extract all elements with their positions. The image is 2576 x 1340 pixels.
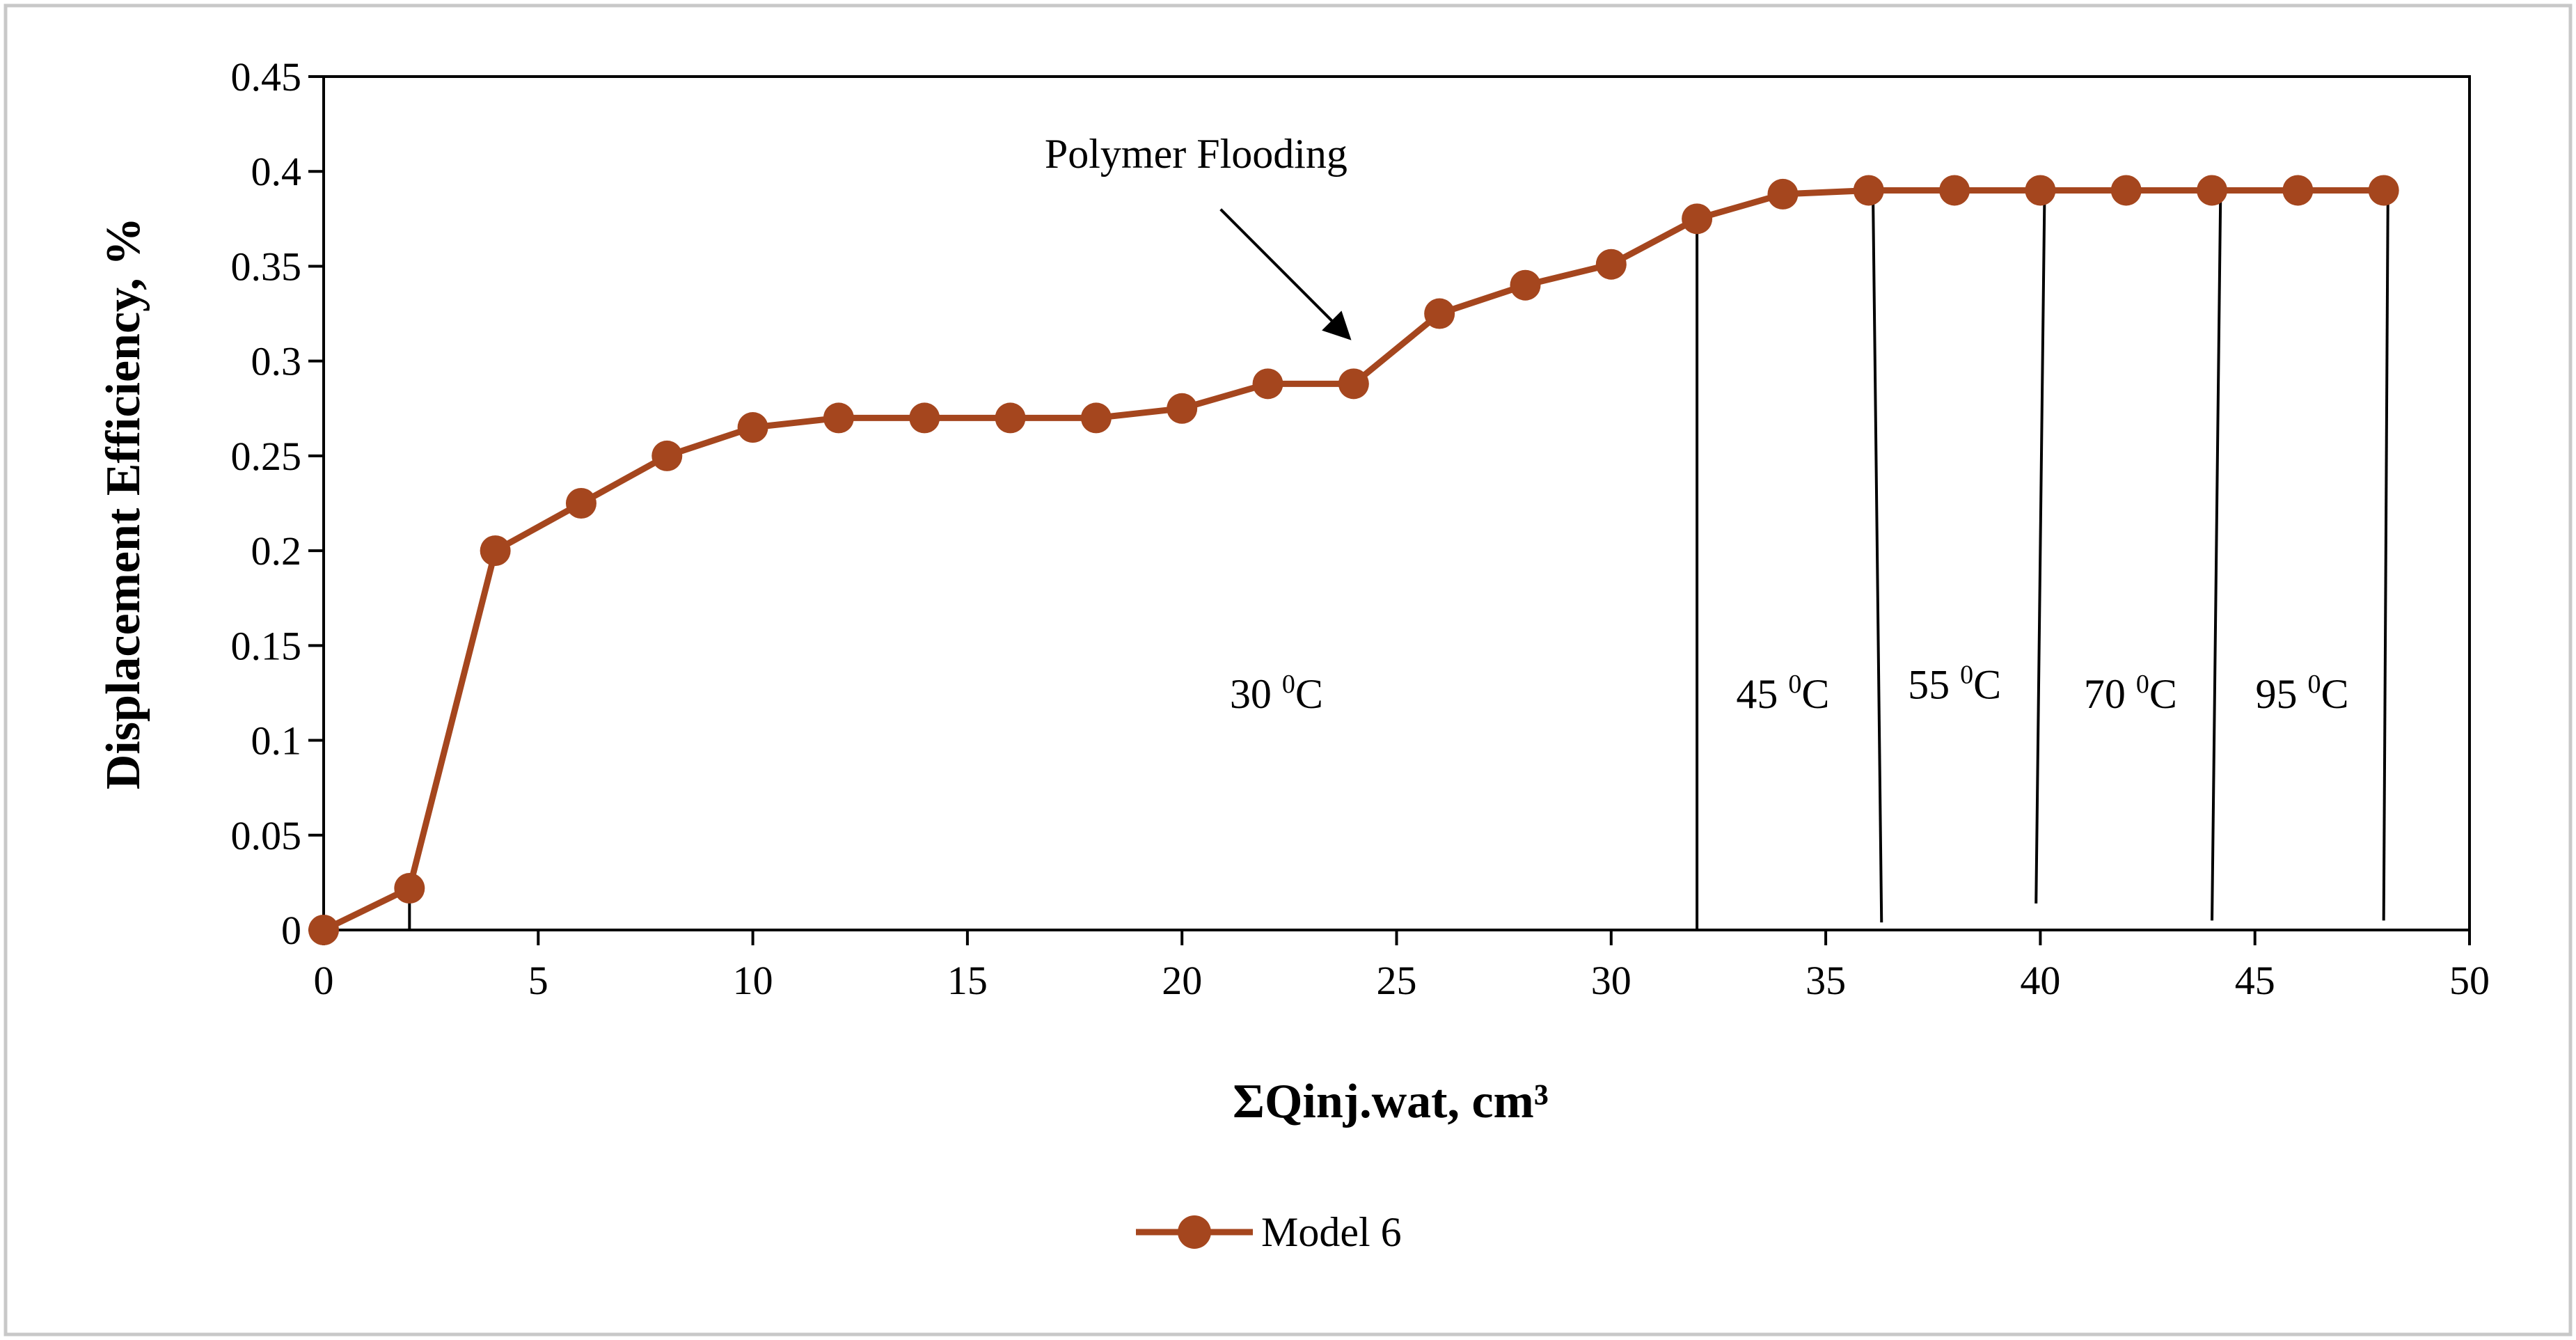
region-label-superscript: 0 bbox=[1960, 661, 1973, 690]
y-tick-label: 0.05 bbox=[231, 813, 302, 858]
x-tick-label: 15 bbox=[947, 958, 988, 1003]
x-axis-ticks: 0 5 10 15 20 25 30 35 40 45 50 bbox=[314, 930, 2490, 1003]
data-point bbox=[651, 440, 683, 471]
x-axis-title: ΣQinj.wat, cm³ bbox=[1233, 1075, 1549, 1128]
region-label-unit: C bbox=[1973, 662, 2001, 708]
legend: Model 6 bbox=[1136, 1209, 1402, 1255]
data-point bbox=[1338, 368, 1369, 400]
region-label: 55 0C bbox=[1908, 661, 2001, 708]
y-tick-label: 0.3 bbox=[251, 339, 302, 384]
region-label-value: 30 bbox=[1230, 671, 1282, 717]
data-point bbox=[1252, 368, 1283, 400]
data-point bbox=[2025, 175, 2056, 206]
data-point bbox=[1167, 393, 1198, 424]
data-point bbox=[394, 873, 425, 904]
data-point bbox=[2368, 175, 2399, 206]
y-tick-label: 0.35 bbox=[231, 244, 302, 289]
region-label-superscript: 0 bbox=[1282, 670, 1295, 699]
annotation-label: Polymer Flooding bbox=[1045, 131, 1348, 177]
series-layer bbox=[308, 175, 2399, 945]
region-label-unit: C bbox=[1295, 671, 1323, 717]
x-tick-label: 10 bbox=[733, 958, 773, 1003]
annotation-arrow bbox=[1219, 208, 1352, 340]
data-point bbox=[480, 535, 511, 567]
data-point bbox=[2197, 175, 2228, 206]
x-tick-label: 20 bbox=[1162, 958, 1202, 1003]
data-point bbox=[2282, 175, 2314, 206]
y-tick-label: 0.2 bbox=[251, 528, 302, 574]
region-label-superscript: 0 bbox=[1788, 670, 1801, 699]
data-point bbox=[1080, 402, 1112, 434]
region-label-value: 95 bbox=[2256, 671, 2308, 717]
y-tick-label: 0.1 bbox=[251, 718, 302, 764]
divider-line bbox=[2382, 190, 2389, 921]
region-label-unit: C bbox=[2321, 671, 2349, 717]
data-point bbox=[2110, 175, 2142, 206]
region-label-value: 70 bbox=[2084, 671, 2136, 717]
y-tick-label: 0.15 bbox=[231, 623, 302, 668]
y-axis-title: Displacement Efficiency, % bbox=[97, 217, 150, 789]
divider-line bbox=[2034, 190, 2046, 904]
divider-line bbox=[1871, 190, 1883, 923]
data-point bbox=[565, 488, 596, 519]
region-label-superscript: 0 bbox=[2136, 670, 2149, 699]
data-point bbox=[1853, 175, 1884, 206]
region-label: 70 0C bbox=[2084, 670, 2177, 717]
region-label-unit: C bbox=[1801, 671, 1829, 717]
divider-line bbox=[2211, 190, 2222, 921]
region-label-unit: C bbox=[2149, 671, 2177, 717]
data-point bbox=[823, 402, 854, 434]
y-axis-ticks: 0 0.05 0.1 0.15 0.2 0.25 0.3 0.35 0.4 0.45 bbox=[231, 54, 324, 953]
data-point bbox=[737, 412, 768, 443]
data-point bbox=[1595, 249, 1627, 280]
region-label: 95 0C bbox=[2256, 670, 2349, 717]
x-tick-label: 5 bbox=[528, 958, 548, 1003]
x-tick-label: 35 bbox=[1805, 958, 1846, 1003]
x-tick-label: 30 bbox=[1591, 958, 1631, 1003]
region-label-value: 55 bbox=[1908, 662, 1960, 708]
region-label-value: 45 bbox=[1736, 671, 1788, 717]
temperature-dividers bbox=[408, 190, 2389, 930]
x-tick-label: 50 bbox=[2449, 958, 2490, 1003]
data-point bbox=[1682, 203, 1713, 235]
chart-border bbox=[3, 3, 2573, 1337]
x-tick-label: 45 bbox=[2235, 958, 2275, 1003]
data-point bbox=[308, 915, 339, 945]
y-tick-label: 0 bbox=[281, 908, 301, 953]
y-tick-label: 0.45 bbox=[231, 54, 302, 100]
data-point bbox=[1767, 178, 1799, 210]
x-tick-label: 40 bbox=[2020, 958, 2060, 1003]
legend-marker bbox=[1178, 1215, 1211, 1249]
data-point bbox=[995, 402, 1026, 434]
x-tick-label: 25 bbox=[1377, 958, 1417, 1003]
data-point bbox=[1424, 298, 1455, 329]
x-tick-label: 0 bbox=[314, 958, 334, 1003]
y-tick-label: 0.4 bbox=[251, 149, 302, 194]
region-label: 30 0C bbox=[1230, 670, 1323, 717]
region-label-superscript: 0 bbox=[2308, 670, 2321, 699]
region-label: 45 0C bbox=[1736, 670, 1829, 717]
data-point bbox=[1939, 175, 1970, 206]
data-point bbox=[1510, 269, 1541, 301]
data-point bbox=[909, 402, 940, 434]
legend-label: Model 6 bbox=[1261, 1209, 1402, 1255]
y-tick-label: 0.25 bbox=[231, 434, 302, 479]
